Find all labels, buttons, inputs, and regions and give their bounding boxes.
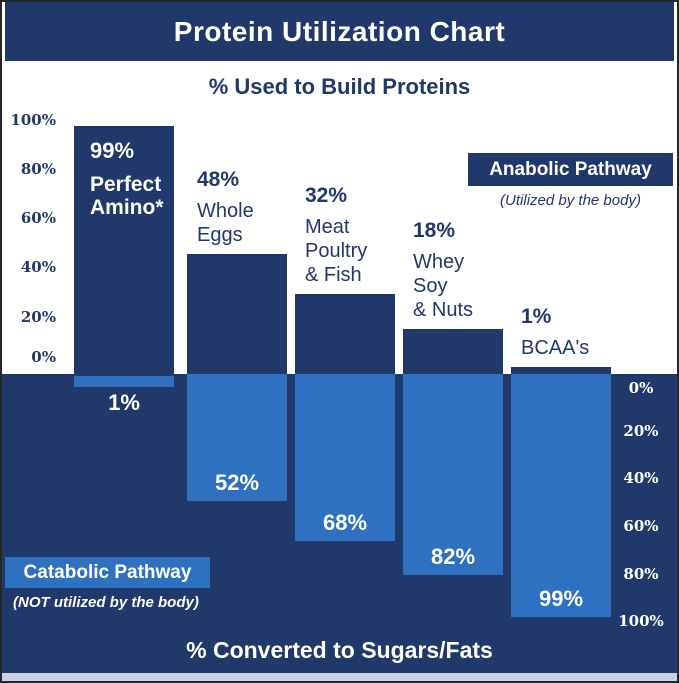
bar-label-4: 1% BCAA's xyxy=(521,305,589,360)
category-label-line: Whey xyxy=(413,251,465,273)
category-label-line: Meat xyxy=(305,216,350,238)
category-label-line: Amino* xyxy=(90,196,164,219)
bar-catabolic-4 xyxy=(511,374,611,617)
category-label-2: Meat Poultry & Fish xyxy=(305,215,367,287)
category-label-line: BCAA's xyxy=(521,337,590,359)
anabolic-pathway-badge: Anabolic Pathway xyxy=(468,153,673,186)
right-axis-tick-60: 60% xyxy=(623,517,659,535)
bar-label-1: 48% Whole Eggs xyxy=(197,168,254,247)
category-label-4: BCAA's xyxy=(521,336,589,360)
category-label-line: Poultry xyxy=(305,240,368,262)
top-axis-title: % Used to Build Proteins xyxy=(208,74,471,99)
category-label-0: Perfect Amino* xyxy=(90,173,164,219)
left-axis-tick-100: 100% xyxy=(10,111,56,129)
right-axis-tick-20: 20% xyxy=(623,422,659,440)
bar-anabolic-4 xyxy=(511,367,611,374)
bar-catabolic-2 xyxy=(295,374,395,541)
category-label-line: & Fish xyxy=(305,264,362,286)
category-label-line: Perfect xyxy=(90,173,162,196)
up-value-label-4: 1% xyxy=(521,305,552,328)
category-label-line: & Nuts xyxy=(413,299,474,321)
bar-catabolic-1 xyxy=(187,374,287,501)
bottom-divider-strip xyxy=(2,673,677,681)
bar-anabolic-1 xyxy=(187,254,287,374)
catabolic-pathway-caption: (NOT utilized by the body) xyxy=(13,594,199,611)
category-label-line: Whole xyxy=(197,200,254,222)
bar-anabolic-2 xyxy=(295,294,395,374)
anabolic-pathway-label: Anabolic Pathway xyxy=(489,158,652,180)
bar-catabolic-3 xyxy=(403,374,503,575)
left-axis-tick-0: 0% xyxy=(31,348,56,366)
right-axis-tick-0: 0% xyxy=(628,379,654,397)
down-value-label-0: 1% xyxy=(108,390,140,415)
bottom-axis-title: % Converted to Sugars/Fats xyxy=(186,637,493,663)
category-label-3: Whey Soy & Nuts xyxy=(413,250,473,322)
up-value-label-1: 48% xyxy=(197,168,240,191)
right-axis-tick-40: 40% xyxy=(623,469,659,487)
bar-label-3: 18% Whey Soy & Nuts xyxy=(413,219,473,322)
down-value-label-4: 99% xyxy=(538,586,584,611)
right-axis-tick-80: 80% xyxy=(623,565,659,583)
bar-anabolic-3 xyxy=(403,329,503,374)
down-value-label-2: 68% xyxy=(322,510,368,535)
left-axis-tick-20: 20% xyxy=(20,308,56,326)
bar-anabolic-0 xyxy=(74,126,174,374)
up-value-label-2: 32% xyxy=(305,184,348,207)
left-axis-tick-40: 40% xyxy=(20,258,56,276)
anabolic-pathway-caption: (Utilized by the body) xyxy=(500,192,641,209)
down-value-label-3: 82% xyxy=(430,544,476,569)
category-label-line: Soy xyxy=(413,275,448,297)
left-axis-tick-80: 80% xyxy=(20,160,56,178)
chart-title: Protein Utilization Chart xyxy=(173,15,506,47)
catabolic-pathway-label: Catabolic Pathway xyxy=(23,561,192,583)
bar-label-2: 32% Meat Poultry & Fish xyxy=(305,184,367,287)
catabolic-pathway-badge: Catabolic Pathway xyxy=(5,557,210,588)
left-axis-tick-60: 60% xyxy=(20,209,56,227)
bar-catabolic-0 xyxy=(74,376,174,387)
up-value-label-3: 18% xyxy=(413,219,456,242)
bar-label-0: 99% Perfect Amino* xyxy=(90,138,164,219)
category-label-line: Eggs xyxy=(197,224,243,246)
down-value-label-1: 52% xyxy=(214,470,260,495)
right-axis-tick-100: 100% xyxy=(618,612,664,630)
chart-header: Protein Utilization Chart xyxy=(5,2,674,61)
category-label-1: Whole Eggs xyxy=(197,199,254,247)
up-value-label-0: 99% xyxy=(90,138,135,163)
